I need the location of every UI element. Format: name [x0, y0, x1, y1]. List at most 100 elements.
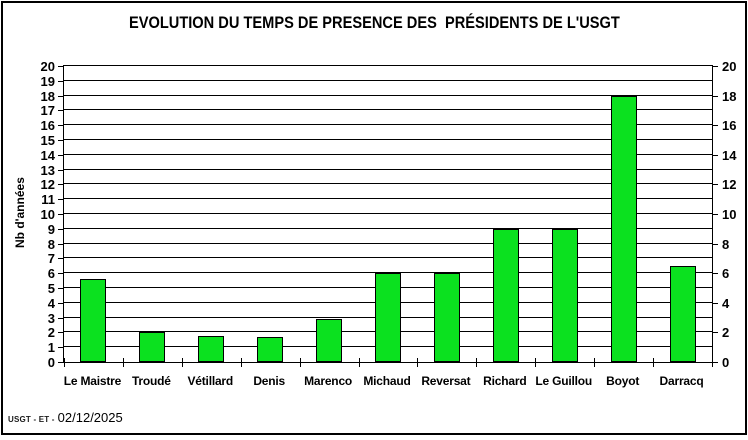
chart-title: EVOLUTION DU TEMPS DE PRESENCE DES PRÉSI…	[128, 13, 620, 32]
y-axis-tick-label-left: 13	[40, 162, 55, 178]
y-axis-tick-label-left: 14	[40, 147, 55, 163]
x-axis-category-label: Denis	[253, 374, 286, 388]
y-axis-tick-label-left: 1	[47, 340, 55, 356]
gridline	[64, 94, 712, 96]
y-axis-tick-label-left: 2	[47, 325, 55, 341]
x-axis-tick	[653, 358, 655, 367]
x-axis-tick	[181, 358, 183, 367]
x-axis-category-label: Richard	[483, 374, 527, 388]
y-axis-tick-left	[58, 110, 63, 112]
y-axis-tick-label-right: 14	[722, 147, 737, 163]
gridline	[64, 227, 712, 229]
gridline	[64, 213, 712, 214]
x-axis-category-label: Le Maistre	[63, 374, 122, 388]
x-axis-category-label: Michaud	[363, 374, 411, 388]
y-axis-tick-label-right: 12	[722, 177, 737, 193]
y-axis-tick-right	[713, 125, 718, 127]
y-axis-tick-label-left: 0	[47, 355, 55, 370]
gridline	[64, 198, 712, 200]
gridline	[64, 168, 712, 170]
y-axis-tick-left	[58, 169, 63, 171]
y-axis-tick-left	[58, 184, 63, 186]
footer: USGT - ET - 02/12/2025	[8, 410, 123, 425]
bar-richard	[492, 229, 519, 362]
y-axis-tick-label-left: 9	[47, 221, 55, 237]
x-axis-tick	[358, 358, 360, 367]
y-axis-tick-left	[58, 243, 63, 245]
x-axis-category-label: Troudé	[131, 374, 171, 388]
bar-michaud	[375, 273, 401, 362]
y-axis-tick-left	[58, 66, 63, 67]
bar-le-maistre	[80, 279, 107, 362]
y-axis-tick-label-right: 18	[722, 88, 737, 104]
y-axis-tick-label-left: 12	[40, 177, 55, 193]
y-axis-tick-right	[713, 332, 718, 334]
bar-le-guillou	[551, 229, 578, 362]
y-axis-tick-label-left: 5	[47, 281, 55, 296]
y-axis-tick-left	[58, 273, 63, 275]
x-axis-category-label: Reversat	[421, 374, 471, 388]
y-axis-tick-left	[58, 80, 63, 82]
y-axis-tick-label-left: 4	[47, 295, 55, 311]
y-axis-tick-right	[713, 184, 718, 186]
gridline	[64, 139, 712, 140]
x-axis-tick	[594, 358, 596, 367]
y-axis-tick-label-left: 6	[47, 266, 55, 282]
y-axis-tick-label-left: 7	[47, 251, 55, 267]
y-axis-tick-left	[58, 362, 63, 363]
y-axis-tick-right	[713, 95, 718, 97]
y-axis-tick-label-left: 11	[41, 192, 55, 208]
y-axis-tick-label-right: 10	[722, 207, 737, 222]
y-axis-tick-left	[58, 347, 63, 349]
y-axis-tick-right	[713, 243, 718, 245]
y-axis-tick-left	[58, 214, 63, 215]
y-axis-tick-right	[713, 66, 718, 67]
bar-boyot	[610, 96, 637, 362]
y-axis-tick-right	[713, 154, 718, 156]
x-axis-tick	[299, 358, 301, 367]
y-axis-tick-right	[713, 302, 718, 304]
gridline	[64, 153, 712, 155]
x-axis-tick	[64, 358, 65, 367]
y-axis-tick-label-left: 20	[40, 59, 55, 74]
y-axis-tick-label-left: 16	[40, 118, 55, 134]
x-axis-tick	[122, 358, 124, 367]
y-axis-tick-left	[58, 258, 63, 260]
bar-denis	[257, 337, 284, 362]
x-axis-tick	[712, 358, 713, 367]
x-axis-tick	[476, 358, 478, 367]
y-axis-tick-label-right: 8	[722, 236, 730, 252]
x-axis-tick	[240, 358, 242, 367]
y-axis-tick-left	[58, 228, 63, 230]
y-axis-tick-label-right: 2	[722, 325, 730, 341]
y-axis-tick-label-right: 16	[722, 118, 737, 134]
bar-marenco	[316, 319, 343, 362]
x-axis-tick	[417, 358, 419, 367]
watermark-text: USGT - ET -	[8, 415, 55, 424]
x-axis-category-label: Marenco	[304, 374, 353, 388]
x-axis-tick	[535, 358, 537, 367]
y-axis-tick-left	[58, 288, 63, 289]
gridline	[64, 124, 712, 126]
y-axis-tick-right	[713, 214, 718, 215]
y-axis-tick-right	[713, 362, 718, 363]
gridline	[64, 272, 712, 274]
y-axis-tick-label-left: 18	[40, 88, 55, 104]
y-axis-tick-label-left: 19	[40, 73, 55, 89]
y-axis-tick-left	[58, 302, 63, 304]
y-axis-tick-label-left: 17	[40, 103, 55, 119]
y-axis-tick-label-left: 3	[47, 310, 55, 326]
y-axis-tick-left	[58, 125, 63, 127]
x-axis-category-label: Boyot	[606, 374, 640, 388]
gridline	[64, 242, 712, 244]
y-axis-tick-left	[58, 140, 63, 141]
plot-area	[63, 65, 713, 363]
y-axis-tick-left	[58, 95, 63, 97]
gridline	[64, 257, 712, 259]
gridline	[64, 109, 712, 111]
x-axis-category-label: Vétillard	[187, 374, 234, 388]
y-axis-tick-left	[58, 317, 63, 319]
bar-vétillard	[198, 336, 225, 362]
y-axis-tick-label-right: 4	[722, 295, 730, 311]
